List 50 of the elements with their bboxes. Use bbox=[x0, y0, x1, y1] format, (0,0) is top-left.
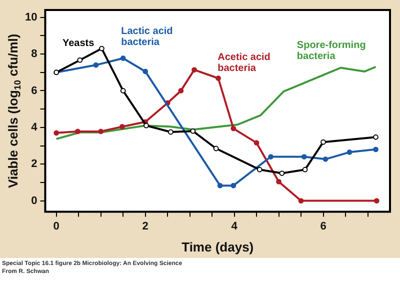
y-tick-label: 10 bbox=[24, 11, 38, 24]
y-tick-label: 4 bbox=[31, 121, 38, 134]
y-tick-label: 8 bbox=[31, 48, 38, 60]
point bbox=[301, 154, 307, 160]
point bbox=[322, 156, 328, 162]
point bbox=[144, 122, 149, 128]
point bbox=[346, 149, 352, 155]
series-label: Yeasts bbox=[62, 38, 95, 50]
series-label: Spore-forming bacteria bbox=[296, 40, 366, 62]
point bbox=[168, 129, 174, 135]
point bbox=[302, 166, 308, 172]
point bbox=[373, 134, 378, 140]
series-label: Lactic acid bacteria bbox=[121, 26, 173, 48]
point bbox=[120, 88, 126, 94]
point bbox=[192, 67, 197, 73]
point bbox=[276, 179, 282, 184]
point bbox=[178, 88, 184, 94]
point bbox=[216, 76, 221, 81]
point bbox=[213, 146, 219, 152]
point bbox=[190, 128, 196, 134]
x-tick-label: 4 bbox=[231, 220, 238, 232]
x-tick-label: 6 bbox=[320, 220, 326, 232]
point bbox=[254, 140, 260, 146]
point bbox=[98, 128, 104, 134]
point bbox=[268, 154, 274, 160]
point bbox=[99, 46, 104, 52]
y-tick-label: 2 bbox=[31, 158, 38, 170]
point bbox=[77, 57, 83, 63]
point bbox=[256, 166, 262, 172]
x-axis-title: Time (days) bbox=[182, 240, 254, 255]
x-tick-label: 2 bbox=[142, 220, 148, 232]
point bbox=[320, 139, 326, 145]
point bbox=[54, 130, 60, 136]
y-axis-title: Viable cells (log10 cfu/ml) bbox=[6, 34, 22, 188]
series-label: Acetic acid bacteria bbox=[218, 52, 270, 74]
point bbox=[373, 146, 378, 152]
point bbox=[298, 198, 304, 204]
point bbox=[230, 126, 236, 132]
point bbox=[217, 182, 223, 188]
point bbox=[230, 182, 236, 188]
point bbox=[75, 128, 80, 134]
point bbox=[120, 56, 126, 61]
point bbox=[279, 170, 285, 176]
point bbox=[93, 62, 99, 68]
point bbox=[374, 198, 380, 204]
y-tick-label: 6 bbox=[31, 84, 38, 97]
point bbox=[142, 68, 148, 74]
point bbox=[119, 124, 125, 130]
y-tick-label: 0 bbox=[31, 194, 38, 207]
x-tick-label: 0 bbox=[53, 220, 60, 232]
